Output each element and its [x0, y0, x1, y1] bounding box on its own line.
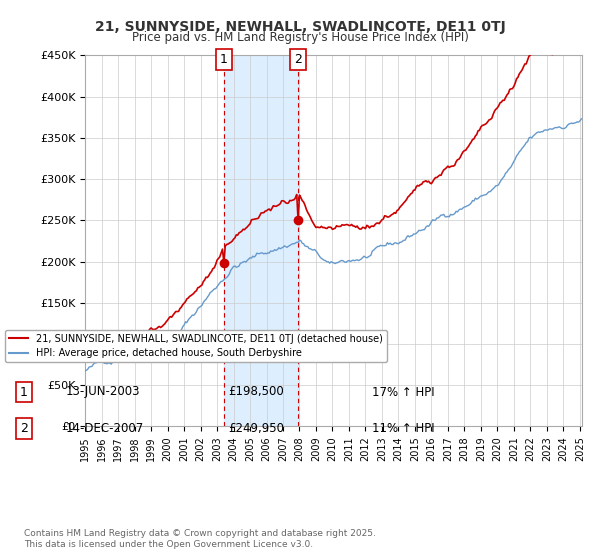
- Bar: [224, 55, 298, 426]
- Text: 1: 1: [220, 53, 228, 66]
- Text: 11% ↑ HPI: 11% ↑ HPI: [372, 422, 434, 435]
- Text: £249,950: £249,950: [228, 422, 284, 435]
- Text: 13-JUN-2003: 13-JUN-2003: [66, 385, 140, 399]
- Text: 2: 2: [294, 53, 302, 66]
- Text: 21, SUNNYSIDE, NEWHALL, SWADLINCOTE, DE11 0TJ: 21, SUNNYSIDE, NEWHALL, SWADLINCOTE, DE1…: [95, 20, 505, 34]
- Text: 17% ↑ HPI: 17% ↑ HPI: [372, 385, 434, 399]
- Text: Contains HM Land Registry data © Crown copyright and database right 2025.
This d: Contains HM Land Registry data © Crown c…: [24, 529, 376, 549]
- Text: 2: 2: [20, 422, 28, 435]
- Text: 14-DEC-2007: 14-DEC-2007: [66, 422, 144, 435]
- Legend: 21, SUNNYSIDE, NEWHALL, SWADLINCOTE, DE11 0TJ (detached house), HPI: Average pri: 21, SUNNYSIDE, NEWHALL, SWADLINCOTE, DE1…: [5, 330, 387, 362]
- Text: £198,500: £198,500: [228, 385, 284, 399]
- Text: 1: 1: [20, 385, 28, 399]
- Text: Price paid vs. HM Land Registry's House Price Index (HPI): Price paid vs. HM Land Registry's House …: [131, 31, 469, 44]
